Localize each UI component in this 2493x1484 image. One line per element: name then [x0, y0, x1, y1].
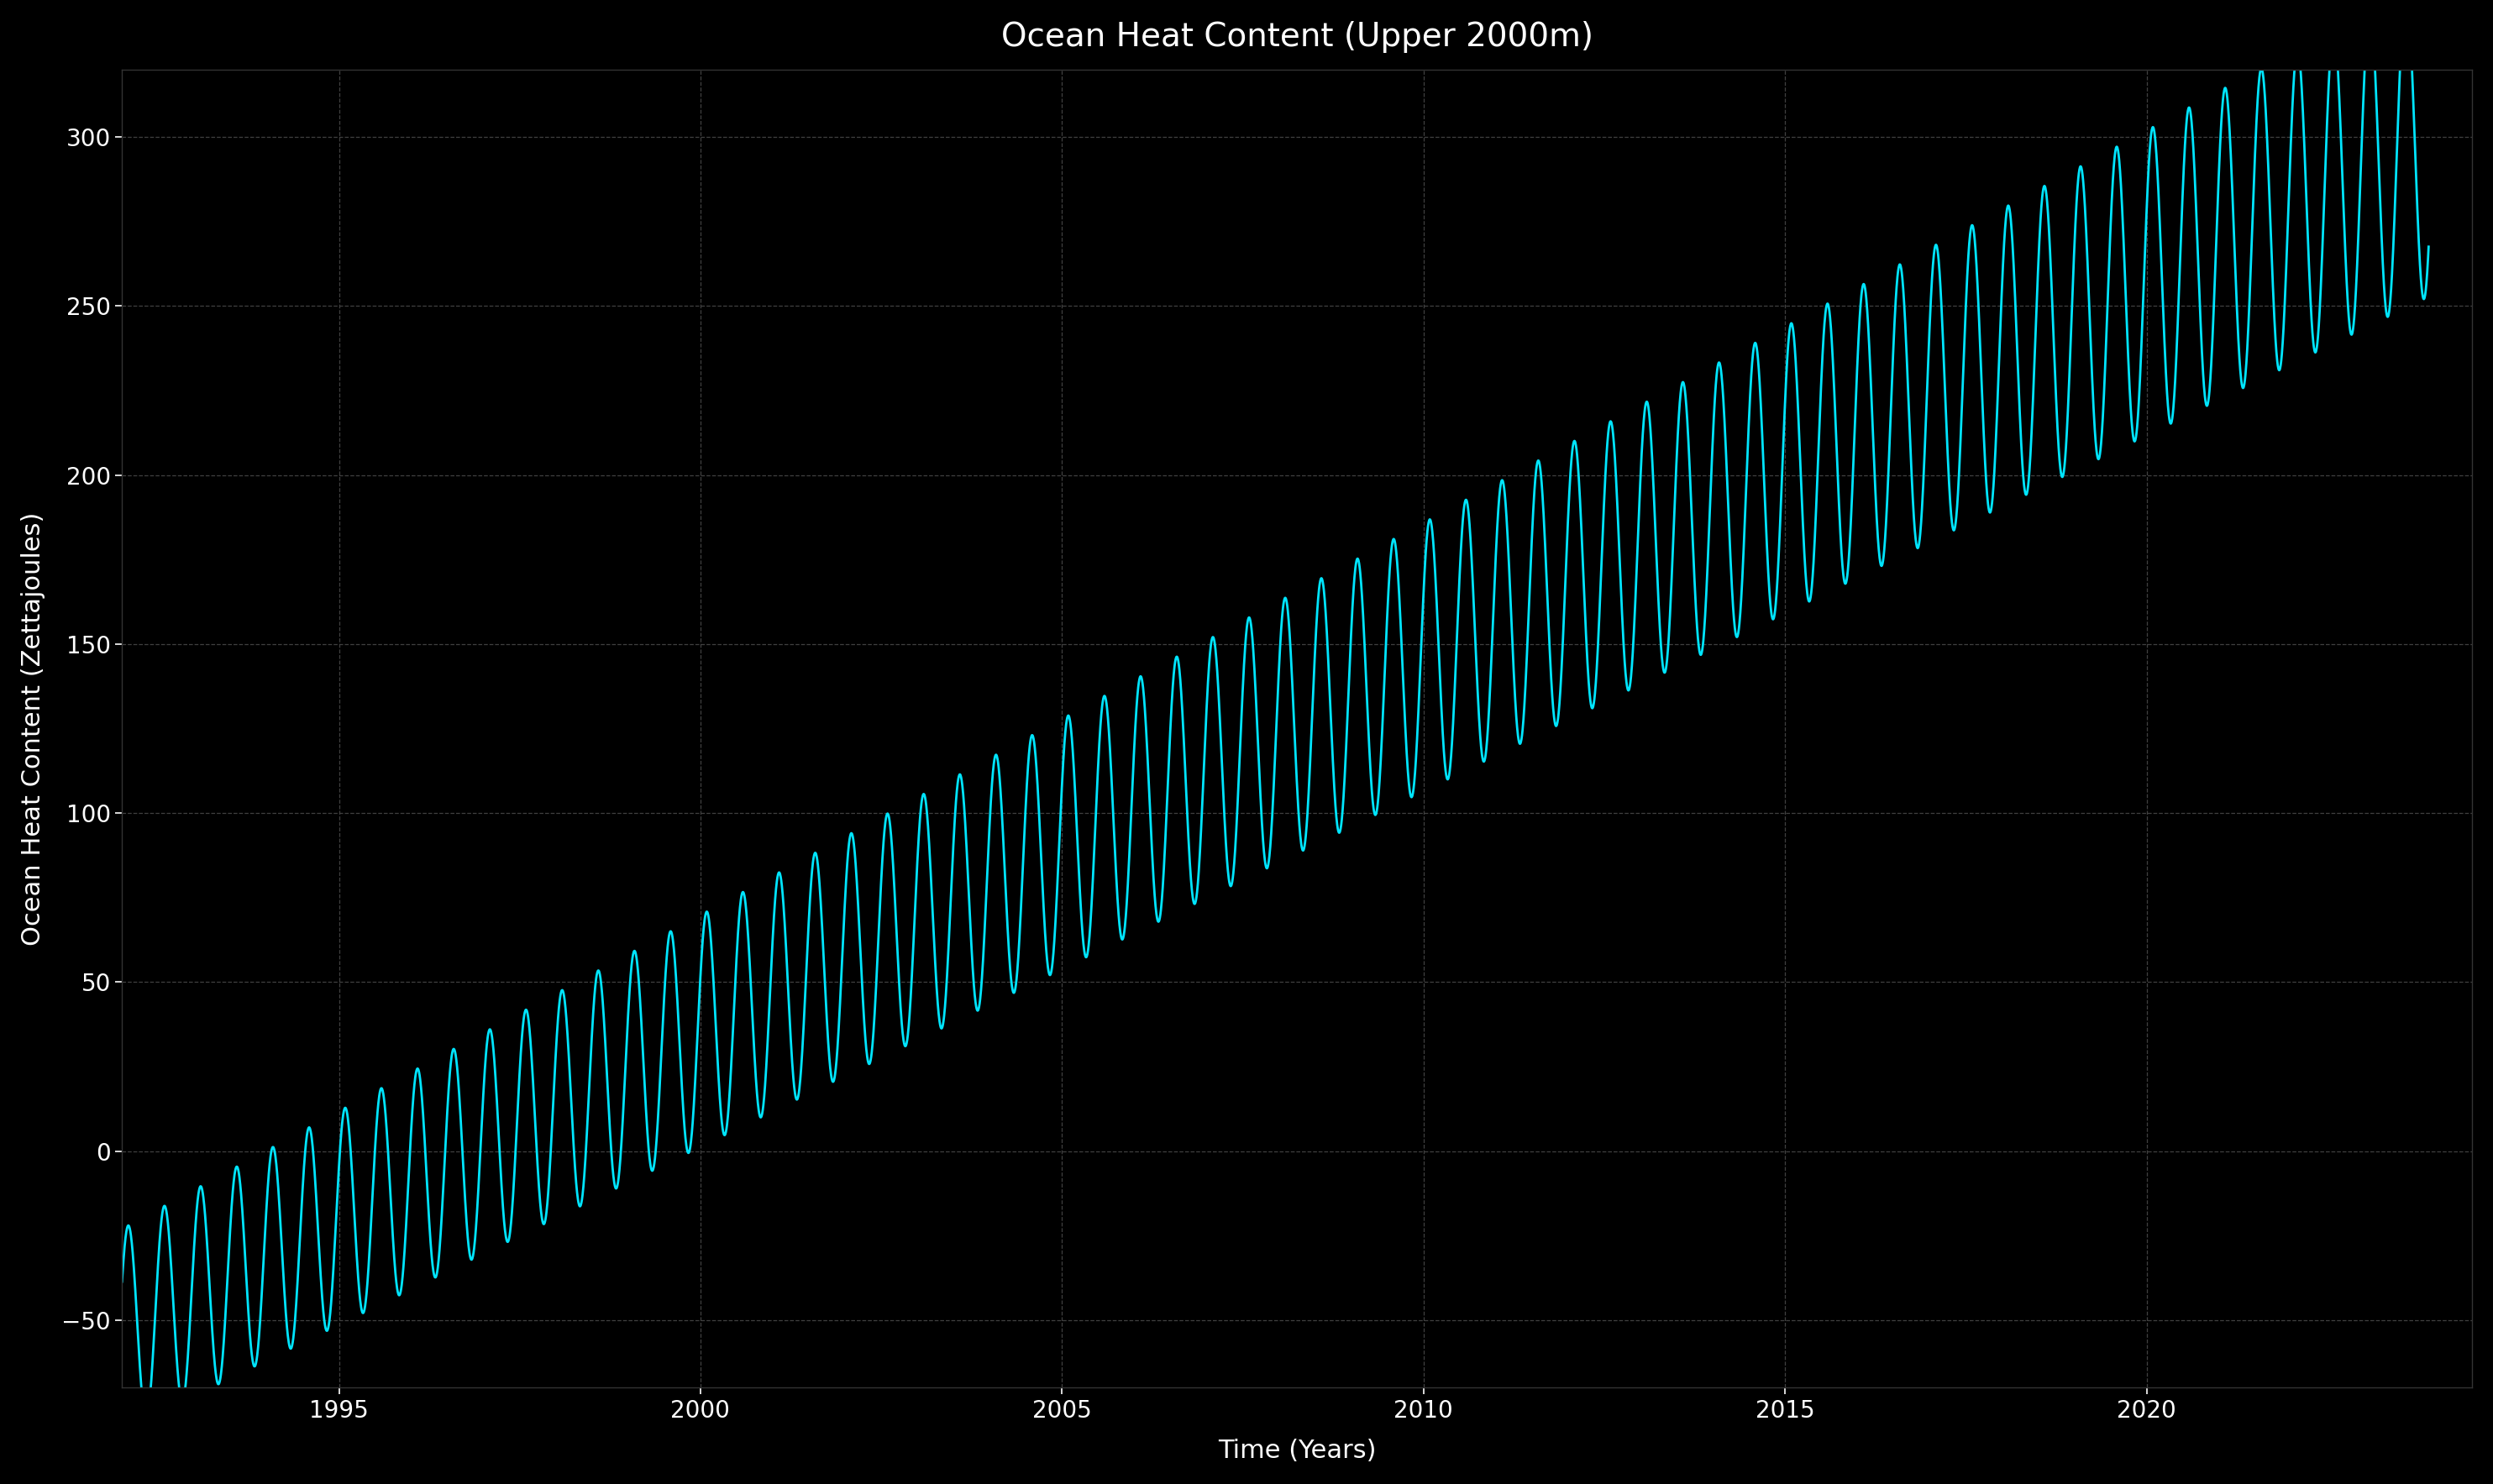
Title: Ocean Heat Content (Upper 2000m): Ocean Heat Content (Upper 2000m) [1000, 21, 1593, 53]
X-axis label: Time (Years): Time (Years) [1219, 1438, 1376, 1463]
Y-axis label: Ocean Heat Content (Zettajoules): Ocean Heat Content (Zettajoules) [20, 512, 45, 945]
